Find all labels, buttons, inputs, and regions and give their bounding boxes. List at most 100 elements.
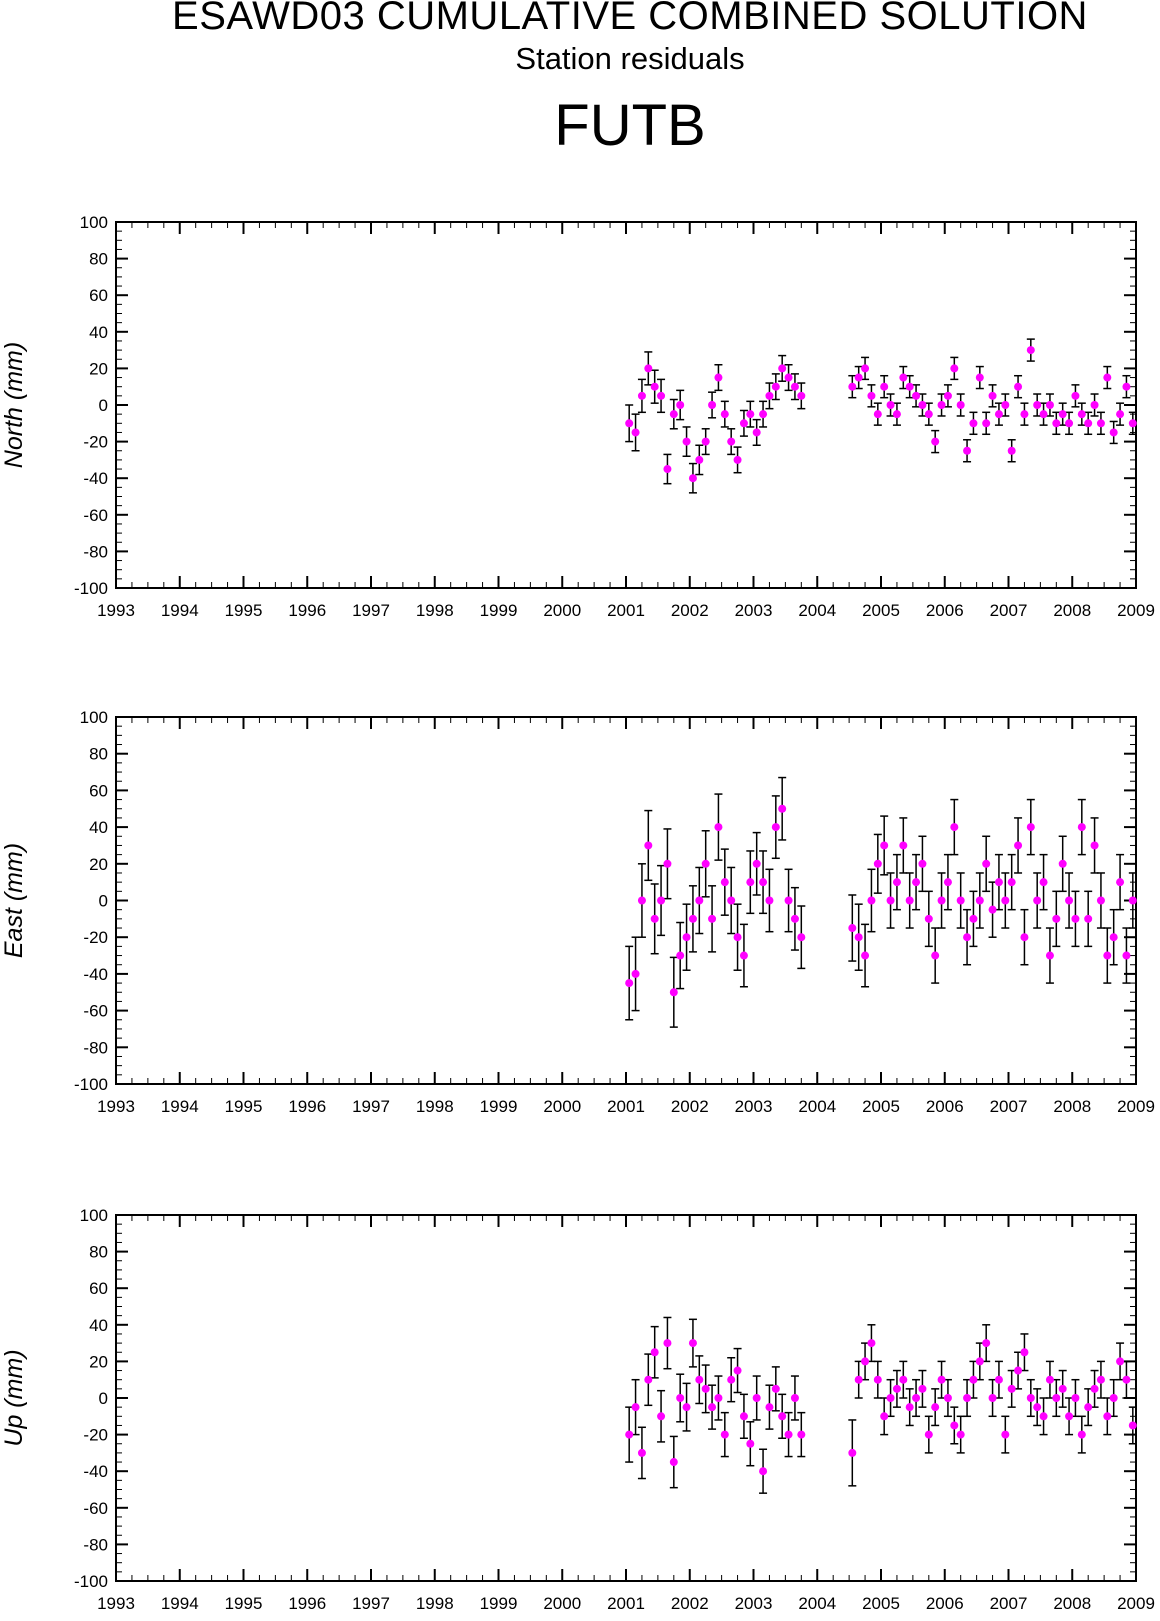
data-point xyxy=(988,1394,997,1402)
data-point xyxy=(746,410,755,419)
data-point xyxy=(963,446,972,455)
data-point xyxy=(1014,382,1023,391)
data-point xyxy=(854,933,863,942)
data-point xyxy=(950,1421,959,1430)
x-tick-label: 2008 xyxy=(1053,601,1091,620)
data-point xyxy=(778,364,787,373)
x-tick-label: 1999 xyxy=(480,601,518,620)
data-series xyxy=(625,1316,1137,1494)
data-point xyxy=(918,859,927,868)
data-point xyxy=(943,391,952,400)
data-point xyxy=(975,896,984,905)
data-point xyxy=(637,391,646,400)
data-point xyxy=(784,1430,793,1439)
data-point xyxy=(682,933,691,942)
data-point xyxy=(950,823,959,832)
data-point xyxy=(714,823,723,832)
data-point xyxy=(669,410,678,419)
data-point xyxy=(1096,1375,1105,1384)
x-tick-label: 2001 xyxy=(607,1594,645,1613)
data-point xyxy=(982,1339,991,1348)
data-point xyxy=(912,1394,921,1402)
data-point xyxy=(1128,896,1137,905)
data-point xyxy=(1045,951,1054,960)
data-point xyxy=(1071,1394,1080,1402)
panel-up: 1993 1994 1995 1996 1997 1998 1999 2000 2001 2002… xyxy=(0,1206,1155,1613)
y-tick-label: -40 xyxy=(83,1462,108,1481)
x-tick-label: 2007 xyxy=(990,1594,1028,1613)
data-point xyxy=(625,1430,634,1439)
data-point xyxy=(701,1384,710,1393)
data-point xyxy=(931,951,940,960)
y-tick-label: -60 xyxy=(83,1499,108,1518)
data-point xyxy=(708,1403,717,1412)
data-point xyxy=(1122,951,1131,960)
data-point xyxy=(657,391,666,400)
data-point xyxy=(759,878,768,887)
data-point xyxy=(720,410,729,419)
data-point xyxy=(746,1439,755,1448)
data-point xyxy=(1084,419,1093,428)
data-point xyxy=(1109,1394,1118,1402)
data-point xyxy=(956,401,965,409)
data-point xyxy=(1058,410,1067,419)
y-tick-label: 80 xyxy=(89,250,108,269)
data-point xyxy=(899,841,908,850)
data-point xyxy=(912,391,921,400)
x-tick-label: 2004 xyxy=(798,1097,836,1116)
data-point xyxy=(854,373,863,382)
x-tick-label: 2001 xyxy=(607,1097,645,1116)
data-point xyxy=(682,437,691,446)
data-point xyxy=(867,391,876,400)
data-point xyxy=(1001,401,1010,409)
data-point xyxy=(1020,933,1029,942)
panel-north: 1993 1994 1995 1996 1997 1998 1999 2000 2001 2002… xyxy=(0,213,1155,620)
data-point xyxy=(969,914,978,923)
data-point xyxy=(739,419,748,428)
x-tick-label: 2003 xyxy=(735,601,773,620)
data-point xyxy=(1077,410,1086,419)
data-point xyxy=(924,1430,933,1439)
y-tick-label: -100 xyxy=(74,1075,108,1094)
data-point xyxy=(688,474,697,483)
x-tick-label: 1998 xyxy=(416,1594,454,1613)
x-tick-label: 2001 xyxy=(607,601,645,620)
data-point xyxy=(924,914,933,923)
x-tick-label: 2002 xyxy=(671,601,709,620)
y-tick-label: -20 xyxy=(83,928,108,947)
data-point xyxy=(733,1366,742,1375)
y-tick-label: -60 xyxy=(83,1002,108,1021)
data-point xyxy=(937,896,946,905)
data-point xyxy=(861,1357,870,1366)
data-point xyxy=(963,933,972,942)
data-point xyxy=(1052,1394,1061,1402)
y-tick-label: 0 xyxy=(99,396,108,415)
x-tick-label: 1998 xyxy=(416,1097,454,1116)
data-point xyxy=(1001,896,1010,905)
x-tick-label: 1996 xyxy=(288,1097,326,1116)
y-tick-label: 60 xyxy=(89,286,108,305)
data-point xyxy=(918,401,927,409)
data-point xyxy=(1128,419,1137,428)
data-point xyxy=(797,933,806,942)
data-point xyxy=(765,896,774,905)
data-point xyxy=(765,391,774,400)
data-point xyxy=(905,1403,914,1412)
data-point xyxy=(899,1375,908,1384)
data-point xyxy=(752,859,761,868)
data-point xyxy=(892,410,901,419)
data-point xyxy=(739,951,748,960)
data-point xyxy=(905,896,914,905)
data-point xyxy=(988,391,997,400)
data-point xyxy=(714,1394,723,1402)
y-tick-label: -80 xyxy=(83,1038,108,1057)
data-point xyxy=(1058,1384,1067,1393)
data-point xyxy=(1007,878,1016,887)
data-point xyxy=(727,437,736,446)
data-point xyxy=(733,933,742,942)
x-tick-label: 2008 xyxy=(1053,1097,1091,1116)
y-tick-label: 20 xyxy=(89,855,108,874)
data-point xyxy=(937,1375,946,1384)
data-point xyxy=(1116,410,1125,419)
data-point xyxy=(1122,1375,1131,1384)
